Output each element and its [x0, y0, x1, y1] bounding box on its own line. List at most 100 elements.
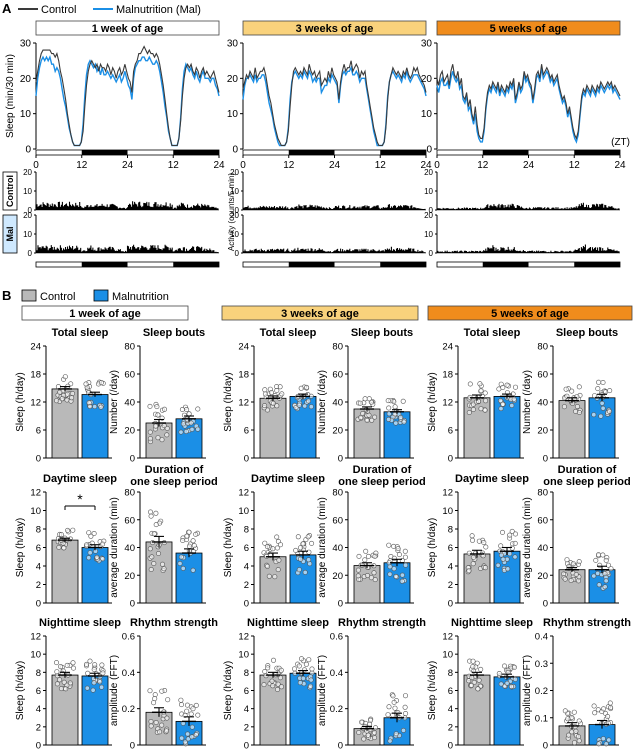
activity-y-tick-label: 20: [230, 168, 239, 177]
panel-letter-a: A: [2, 1, 12, 16]
age-header-label-b: 5 weeks of age: [491, 308, 569, 320]
data-point: [358, 414, 364, 420]
bar-y-tick-label: 60: [124, 515, 135, 526]
bar-panel-ylabel: Sleep (h/day): [427, 372, 438, 431]
bar-y-tick-label: 80: [332, 342, 343, 353]
data-point: [605, 713, 611, 719]
data-point: [512, 531, 518, 537]
sleep-y-tick-label: 0: [232, 145, 238, 156]
bar-y-tick-label: 6: [36, 686, 41, 697]
data-point: [270, 683, 276, 689]
data-point: [98, 380, 104, 386]
bar-mal: [493, 395, 521, 459]
data-point: [575, 734, 581, 740]
data-point: [498, 543, 504, 549]
data-point: [87, 403, 93, 409]
data-point: [509, 528, 515, 534]
data-point: [386, 411, 392, 417]
data-point: [571, 740, 577, 746]
data-point: [153, 719, 159, 725]
data-point: [164, 715, 170, 721]
bar-y-tick-label: 0: [36, 599, 41, 610]
data-point: [505, 566, 511, 572]
sleep-x-tick-label: 0: [434, 160, 440, 171]
data-point: [85, 670, 91, 676]
data-point: [599, 400, 605, 406]
sleep-x-tick-label: 24: [213, 160, 225, 171]
data-point: [159, 437, 165, 443]
bar-y-tick-label: 6: [448, 426, 453, 437]
data-point: [178, 554, 184, 560]
bar-panel-title: Sleep bouts: [143, 327, 205, 339]
data-point: [608, 566, 614, 572]
data-point: [184, 708, 190, 714]
bar-y-tick-label: 0: [244, 454, 249, 465]
data-point: [151, 560, 157, 566]
bar-y-tick-label: 6: [244, 426, 249, 437]
data-point: [185, 731, 191, 737]
data-point: [359, 719, 365, 725]
data-point: [390, 693, 396, 699]
data-point: [467, 381, 473, 387]
bar-y-tick-label: 2: [244, 580, 249, 591]
bar-y-tick-label: 6: [244, 543, 249, 554]
bar-y-tick-label: 80: [124, 342, 135, 353]
data-point: [274, 686, 280, 692]
bar-y-tick-label: 2: [448, 580, 453, 591]
data-point: [191, 543, 197, 549]
data-point: [372, 577, 378, 583]
data-point: [83, 381, 89, 387]
data-point: [396, 552, 402, 558]
activity-y-tick-label: 20: [424, 168, 433, 177]
data-point: [481, 539, 487, 545]
bar-y-tick-label: 12: [442, 488, 453, 499]
bar-y-tick-label: 80: [537, 488, 548, 499]
data-point: [87, 550, 93, 556]
data-point: [270, 546, 276, 552]
bar-y-tick-label: 0: [130, 454, 135, 465]
data-point: [88, 533, 94, 539]
data-point: [100, 670, 106, 676]
data-point: [265, 665, 271, 671]
data-point: [603, 557, 609, 563]
data-point: [57, 389, 63, 395]
data-point: [564, 557, 570, 563]
bar-panel-title: Rhythm strength: [338, 617, 426, 629]
bar-y-tick-label: 20: [332, 426, 343, 437]
data-point: [149, 554, 155, 560]
data-point: [605, 562, 611, 568]
bar-y-tick-label: 8: [448, 668, 453, 679]
bar-y-tick-label: 2: [36, 722, 41, 733]
bar-y-tick-label: 0.1: [535, 713, 548, 724]
data-point: [302, 403, 308, 409]
bar-y-tick-label: 12: [238, 488, 249, 499]
data-point: [178, 429, 184, 435]
legend-b-control-label: Control: [40, 291, 75, 303]
data-point: [278, 684, 284, 690]
data-point: [190, 538, 196, 544]
data-point: [356, 729, 362, 735]
data-point: [592, 710, 598, 716]
bar-panel-ylabel: Sleep (h/day): [15, 372, 26, 431]
data-point: [395, 546, 401, 552]
bar-y-tick-label: 6: [448, 543, 453, 554]
data-point: [58, 664, 64, 670]
data-point: [595, 570, 601, 576]
sleep-x-tick-label: 24: [329, 160, 341, 171]
bar-panel-title: Daytime sleep: [455, 473, 529, 485]
activity-y-tick-label: 20: [424, 211, 433, 220]
data-point: [189, 724, 195, 730]
data-point: [391, 566, 397, 572]
data-point: [151, 700, 157, 706]
data-point: [195, 406, 201, 412]
data-point: [84, 685, 90, 691]
data-point: [571, 709, 577, 715]
data-point: [188, 420, 194, 426]
data-point: [55, 384, 61, 390]
bar-panel-ylabel: amplitude (FFT): [109, 655, 120, 726]
sleep-y-tick-label: 10: [227, 109, 239, 120]
data-point: [147, 403, 153, 409]
activity-y-tick-label: 20: [230, 211, 239, 220]
activity-row-label-control: Control: [5, 175, 15, 207]
data-point: [470, 658, 476, 664]
